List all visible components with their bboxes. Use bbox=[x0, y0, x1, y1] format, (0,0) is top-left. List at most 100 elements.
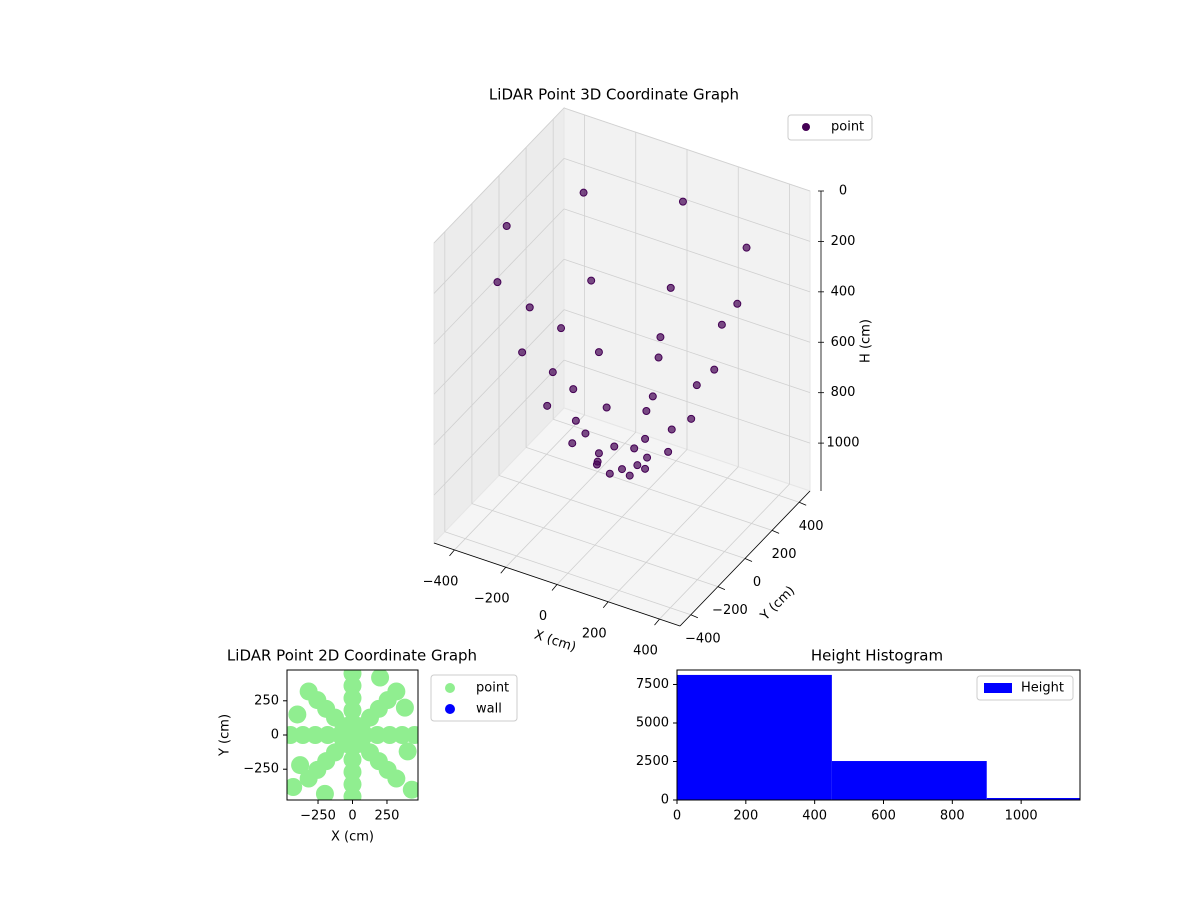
point bbox=[368, 726, 387, 744]
legend-box bbox=[976, 675, 1074, 701]
x-tick-label: 400 bbox=[633, 644, 658, 659]
point bbox=[343, 750, 362, 769]
y-tick-label: 5000 bbox=[636, 715, 669, 730]
bar bbox=[986, 797, 1080, 800]
point bbox=[678, 197, 687, 206]
y-axis-label: Y (cm) bbox=[218, 714, 233, 757]
point bbox=[291, 756, 310, 775]
point bbox=[525, 303, 534, 312]
tick-mark bbox=[744, 558, 753, 562]
chart-title: Height Histogram bbox=[811, 647, 943, 665]
point bbox=[594, 348, 603, 357]
point bbox=[343, 689, 362, 708]
y-axis-label: Y (cm) bbox=[757, 583, 798, 624]
z-tick-label: 200 bbox=[831, 234, 856, 249]
point bbox=[398, 742, 417, 761]
y-tick-label: 0 bbox=[661, 793, 669, 808]
grid-line bbox=[563, 208, 811, 293]
point bbox=[288, 705, 307, 724]
point bbox=[602, 403, 611, 412]
point bbox=[371, 670, 390, 687]
y-tick-label: −200 bbox=[712, 603, 748, 618]
point bbox=[343, 676, 362, 695]
point bbox=[692, 381, 701, 390]
point bbox=[571, 416, 580, 425]
point bbox=[643, 453, 652, 462]
point bbox=[343, 775, 362, 794]
tick-mark bbox=[500, 566, 507, 574]
chart-title: LiDAR Point 3D Coordinate Graph bbox=[489, 86, 739, 104]
x-tick-label: 1000 bbox=[1005, 809, 1038, 824]
grid-line bbox=[433, 258, 565, 395]
point bbox=[594, 449, 603, 458]
grid-line bbox=[525, 446, 773, 531]
grid-line bbox=[563, 158, 811, 242]
y-tick-label: −400 bbox=[685, 631, 721, 646]
grid-line bbox=[553, 418, 800, 503]
z-tick-label: 0 bbox=[839, 184, 847, 199]
point bbox=[654, 353, 663, 362]
bar bbox=[831, 761, 987, 800]
x-tick-label: 0 bbox=[348, 809, 356, 824]
axes-frame bbox=[676, 669, 1081, 801]
legend-label: point bbox=[831, 120, 864, 135]
x-tick-label: 200 bbox=[733, 809, 758, 824]
point bbox=[610, 442, 619, 451]
tick-mark bbox=[717, 586, 726, 590]
legend-marker bbox=[445, 704, 455, 714]
grid-line bbox=[563, 309, 811, 394]
grid-line bbox=[433, 158, 565, 294]
y-tick-label: 0 bbox=[753, 575, 761, 590]
point bbox=[618, 465, 626, 474]
point bbox=[667, 425, 676, 434]
x-tick-label: −200 bbox=[474, 592, 510, 607]
grid-line bbox=[433, 107, 565, 244]
point bbox=[605, 469, 614, 478]
tick-mark bbox=[602, 601, 609, 609]
point bbox=[587, 276, 596, 285]
grid-line bbox=[498, 475, 746, 559]
point bbox=[502, 221, 511, 230]
z-tick-label: 400 bbox=[831, 284, 856, 299]
point bbox=[687, 414, 696, 423]
tick-mark bbox=[551, 584, 558, 591]
x-tick-label: −400 bbox=[423, 574, 459, 589]
bar bbox=[677, 674, 832, 800]
x-axis-line bbox=[433, 542, 681, 627]
grid-line bbox=[433, 208, 565, 345]
x-tick-label: 0 bbox=[673, 809, 681, 824]
tick-mark bbox=[771, 530, 780, 534]
point bbox=[548, 368, 557, 377]
z-axis-label: H (cm) bbox=[859, 319, 874, 363]
grid-line bbox=[444, 531, 691, 616]
point bbox=[318, 726, 337, 744]
point bbox=[393, 726, 412, 744]
point bbox=[592, 460, 601, 469]
legend-box bbox=[787, 114, 873, 141]
x-axis-label: X (cm) bbox=[532, 628, 578, 656]
x-axis-label: X (cm) bbox=[331, 830, 374, 845]
y-axis-line bbox=[679, 490, 811, 627]
point bbox=[733, 299, 742, 308]
chart-title: LiDAR Point 2D Coordinate Graph bbox=[227, 647, 477, 665]
point bbox=[343, 701, 362, 720]
tick-mark bbox=[654, 618, 660, 626]
y-tick-label: 200 bbox=[772, 547, 797, 562]
bars bbox=[677, 674, 1080, 800]
z-tick-label: 600 bbox=[831, 335, 856, 350]
points bbox=[287, 670, 418, 800]
point bbox=[287, 778, 303, 796]
point bbox=[493, 278, 502, 287]
grid-line bbox=[471, 503, 719, 588]
point bbox=[666, 283, 675, 292]
x-tick-label: 0 bbox=[539, 609, 547, 624]
z-tick-label: 1000 bbox=[826, 436, 859, 451]
point bbox=[569, 385, 578, 394]
point bbox=[742, 243, 751, 252]
x-tick-label: 600 bbox=[871, 809, 896, 824]
x-tick-label: 250 bbox=[375, 809, 400, 824]
tick-mark bbox=[799, 501, 807, 506]
point bbox=[402, 780, 418, 799]
legend-label: Height bbox=[1021, 681, 1064, 696]
point bbox=[568, 439, 577, 448]
